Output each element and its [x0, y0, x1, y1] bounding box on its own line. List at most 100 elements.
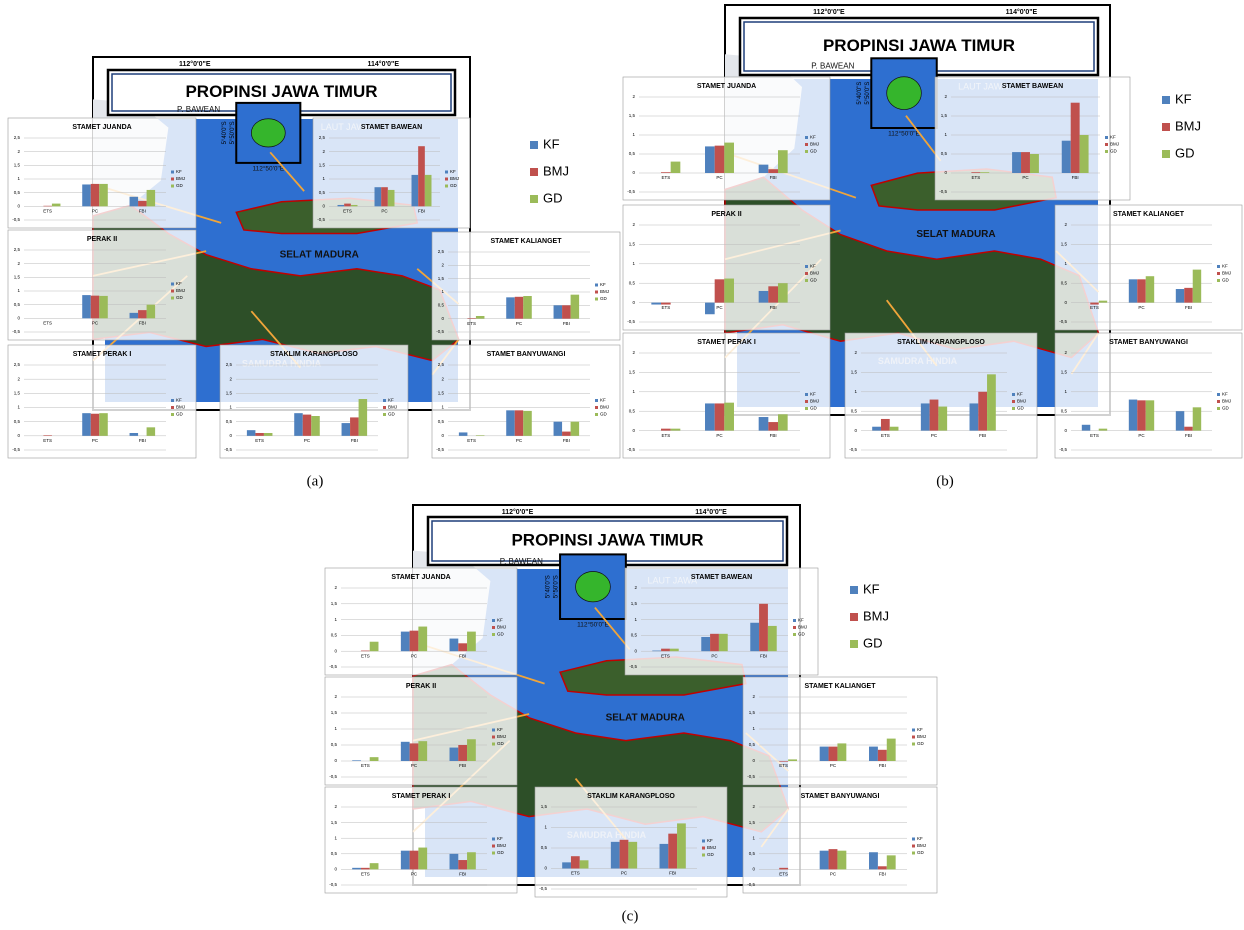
legend-label: KF [176, 281, 182, 286]
map-title: PROPINSI JAWA TIMUR [511, 530, 703, 549]
bar [147, 427, 156, 436]
legend-swatch [383, 399, 386, 402]
legend-label: KF [863, 581, 880, 596]
legend-label: GD [810, 149, 818, 154]
bar [661, 429, 671, 431]
y-tick-label: 1,5 [629, 242, 636, 247]
legend-label: GD [176, 295, 184, 300]
y-tick-label: 0,5 [1061, 280, 1068, 285]
bar [611, 842, 620, 869]
legend-label: GD [388, 412, 396, 417]
legend-swatch [492, 845, 495, 848]
chart-title: STAMET JUANDA [72, 124, 131, 131]
bar [620, 840, 629, 869]
bar [715, 403, 725, 430]
bar [43, 206, 52, 207]
legend-swatch [492, 633, 495, 636]
legend-label: BMJ [1222, 399, 1231, 404]
y-tick-label: -0,5 [329, 664, 337, 669]
y-tick-label: 0,5 [541, 845, 548, 850]
bar [987, 374, 996, 430]
bar [350, 417, 359, 435]
x-tick-label: FBI [1185, 305, 1192, 310]
legend-label: BMJ [917, 734, 926, 739]
y-tick-label: 2,5 [14, 362, 21, 367]
y-tick-label: -0,5 [436, 447, 444, 452]
chart-title: STAMET PERAK I [697, 339, 756, 346]
legend-label: BMJ [810, 142, 819, 147]
bar [1176, 289, 1184, 303]
bar [91, 414, 100, 436]
bar [476, 435, 485, 436]
bar [515, 410, 524, 436]
bar [1184, 288, 1192, 303]
legend-label: BMJ [600, 405, 609, 410]
legend-label: GD [863, 635, 883, 650]
bar [388, 190, 395, 206]
legend-swatch [912, 838, 915, 841]
chart-title: PERAK II [406, 683, 436, 690]
y-tick-label: 1,5 [749, 820, 756, 825]
bar [264, 433, 273, 436]
bar [1099, 429, 1107, 431]
chart-title: STAMET JUANDA [391, 574, 450, 581]
chart-panel [325, 568, 517, 675]
y-tick-label: 0,5 [629, 408, 636, 413]
bar [418, 848, 427, 870]
legend-swatch [445, 178, 448, 181]
bar [523, 296, 532, 319]
legend-swatch [171, 413, 174, 416]
bar [890, 427, 899, 431]
map-title: PROPINSI JAWA TIMUR [823, 36, 1015, 55]
x-tick-label: FBI [459, 872, 466, 877]
bar [661, 303, 671, 305]
y-tick-label: 1,5 [1061, 370, 1068, 375]
legend-swatch [805, 272, 808, 275]
bar [724, 143, 734, 173]
bar [887, 739, 896, 761]
legend-swatch [805, 265, 808, 268]
bar [1137, 400, 1145, 430]
bar [1137, 279, 1145, 302]
legend-label: KF [1110, 135, 1116, 140]
legend-label: KF [1222, 264, 1228, 269]
bar [99, 296, 108, 318]
lon-label: 112°0'0"E [813, 8, 845, 16]
y-tick-label: 1,5 [749, 710, 756, 715]
y-tick-label: -0,5 [12, 329, 20, 334]
y-tick-label: -0,5 [627, 447, 635, 452]
chart-title: STAMET BANYUWANGI [487, 351, 566, 358]
bar [971, 172, 980, 173]
inset-label: 112°50'0"E [577, 621, 609, 629]
legend-label: BMJ [1222, 271, 1231, 276]
bar [450, 854, 459, 870]
x-tick-label: ETS [1090, 433, 1099, 438]
bar [571, 422, 580, 436]
x-tick-label: PC [716, 175, 723, 180]
chart-panel [623, 333, 830, 458]
legend-swatch [912, 729, 915, 732]
bar [778, 150, 788, 173]
legend-label: KF [497, 836, 503, 841]
y-tick-label: -0,5 [747, 882, 755, 887]
bar [458, 860, 467, 869]
bar [425, 175, 432, 206]
legend-label: KF [543, 136, 560, 151]
y-tick-label: 1,5 [331, 601, 338, 606]
map-title: PROPINSI JAWA TIMUR [185, 82, 377, 101]
bar [668, 834, 677, 869]
legend-swatch [171, 297, 174, 300]
x-tick-label: ETS [661, 653, 670, 658]
x-tick-label: ETS [343, 209, 352, 214]
x-tick-label: FBI [770, 433, 777, 438]
legend-swatch [805, 143, 808, 146]
bar [1099, 301, 1107, 303]
chart-title: STAKLIM KARANGPLOSO [270, 351, 358, 358]
legend-swatch [171, 406, 174, 409]
legend-swatch [1162, 150, 1170, 158]
x-tick-label: PC [830, 872, 837, 877]
bar [759, 604, 768, 651]
map-label: P. BAWEAN [177, 105, 220, 114]
x-tick-label: PC [411, 872, 418, 877]
bar [759, 417, 769, 431]
